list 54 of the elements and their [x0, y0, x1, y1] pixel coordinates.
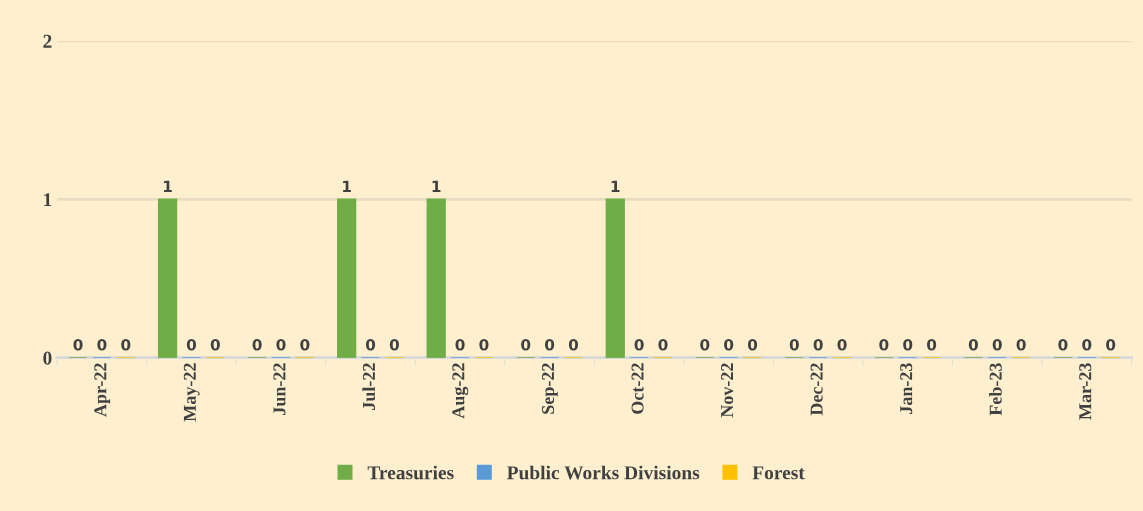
data-label: 1: [163, 180, 172, 192]
data-label: 0: [813, 339, 823, 351]
data-label: 0: [992, 339, 1002, 351]
data-label: 0: [700, 339, 710, 351]
data-label: 1: [432, 180, 441, 192]
data-label: 0: [903, 339, 913, 351]
data-label: 0: [210, 339, 220, 351]
data-label: 0: [365, 339, 376, 351]
data-label: 0: [789, 339, 799, 351]
data-label: 0: [521, 339, 531, 351]
data-label: 0: [837, 339, 847, 351]
y-tick-label: 1: [44, 193, 52, 207]
x-tick-label: Dec-22: [810, 363, 823, 416]
x-tick-label: Oct-22: [631, 363, 644, 414]
x-tick-label: Jun-22: [273, 363, 286, 415]
data-label: 0: [724, 339, 734, 351]
data-label: 0: [97, 339, 107, 351]
data-label: 0: [1016, 339, 1026, 351]
data-label: 0: [634, 339, 644, 351]
y-tick-label: 0: [43, 351, 52, 365]
x-tick-label: Jul-22: [362, 363, 376, 410]
data-label: 0: [968, 339, 978, 351]
data-label: 0: [1058, 339, 1068, 351]
data-label: 1: [611, 180, 620, 192]
x-tick-label: Jan-23: [900, 363, 913, 414]
data-label: 0: [568, 339, 579, 351]
data-label: 0: [879, 339, 889, 351]
data-label: 0: [545, 339, 555, 351]
x-tick-label: Feb-23: [989, 363, 1002, 416]
data-label: 0: [658, 339, 668, 351]
legend-label: Public Works Divisions: [506, 465, 700, 480]
data-label: 0: [252, 339, 262, 351]
x-tick-label: Apr-22: [94, 363, 111, 417]
data-label: 0: [927, 339, 937, 351]
data-label: 0: [747, 339, 758, 351]
x-tick-label: Sep-22: [541, 363, 558, 414]
data-label: 0: [389, 339, 399, 351]
data-label: 0: [1082, 339, 1092, 351]
x-tick-label: Mar-23: [1079, 363, 1092, 420]
legend-label: Treasuries: [367, 465, 454, 480]
data-label: 0: [73, 339, 83, 351]
data-label: 0: [479, 339, 489, 351]
data-label: 0: [1106, 339, 1116, 351]
data-label: 0: [121, 339, 131, 351]
y-tick-label: 2: [43, 34, 52, 48]
x-tick-label: Aug-22: [452, 363, 469, 419]
data-label: 1: [343, 180, 351, 192]
data-label: 0: [455, 339, 465, 351]
x-tick-label: May-22: [183, 363, 200, 422]
data-label: 0: [186, 339, 197, 351]
data-label: 0: [276, 339, 286, 351]
legend-label: Forest: [752, 466, 805, 480]
data-label: 0: [300, 339, 310, 351]
x-tick-label: Nov-22: [721, 363, 734, 418]
